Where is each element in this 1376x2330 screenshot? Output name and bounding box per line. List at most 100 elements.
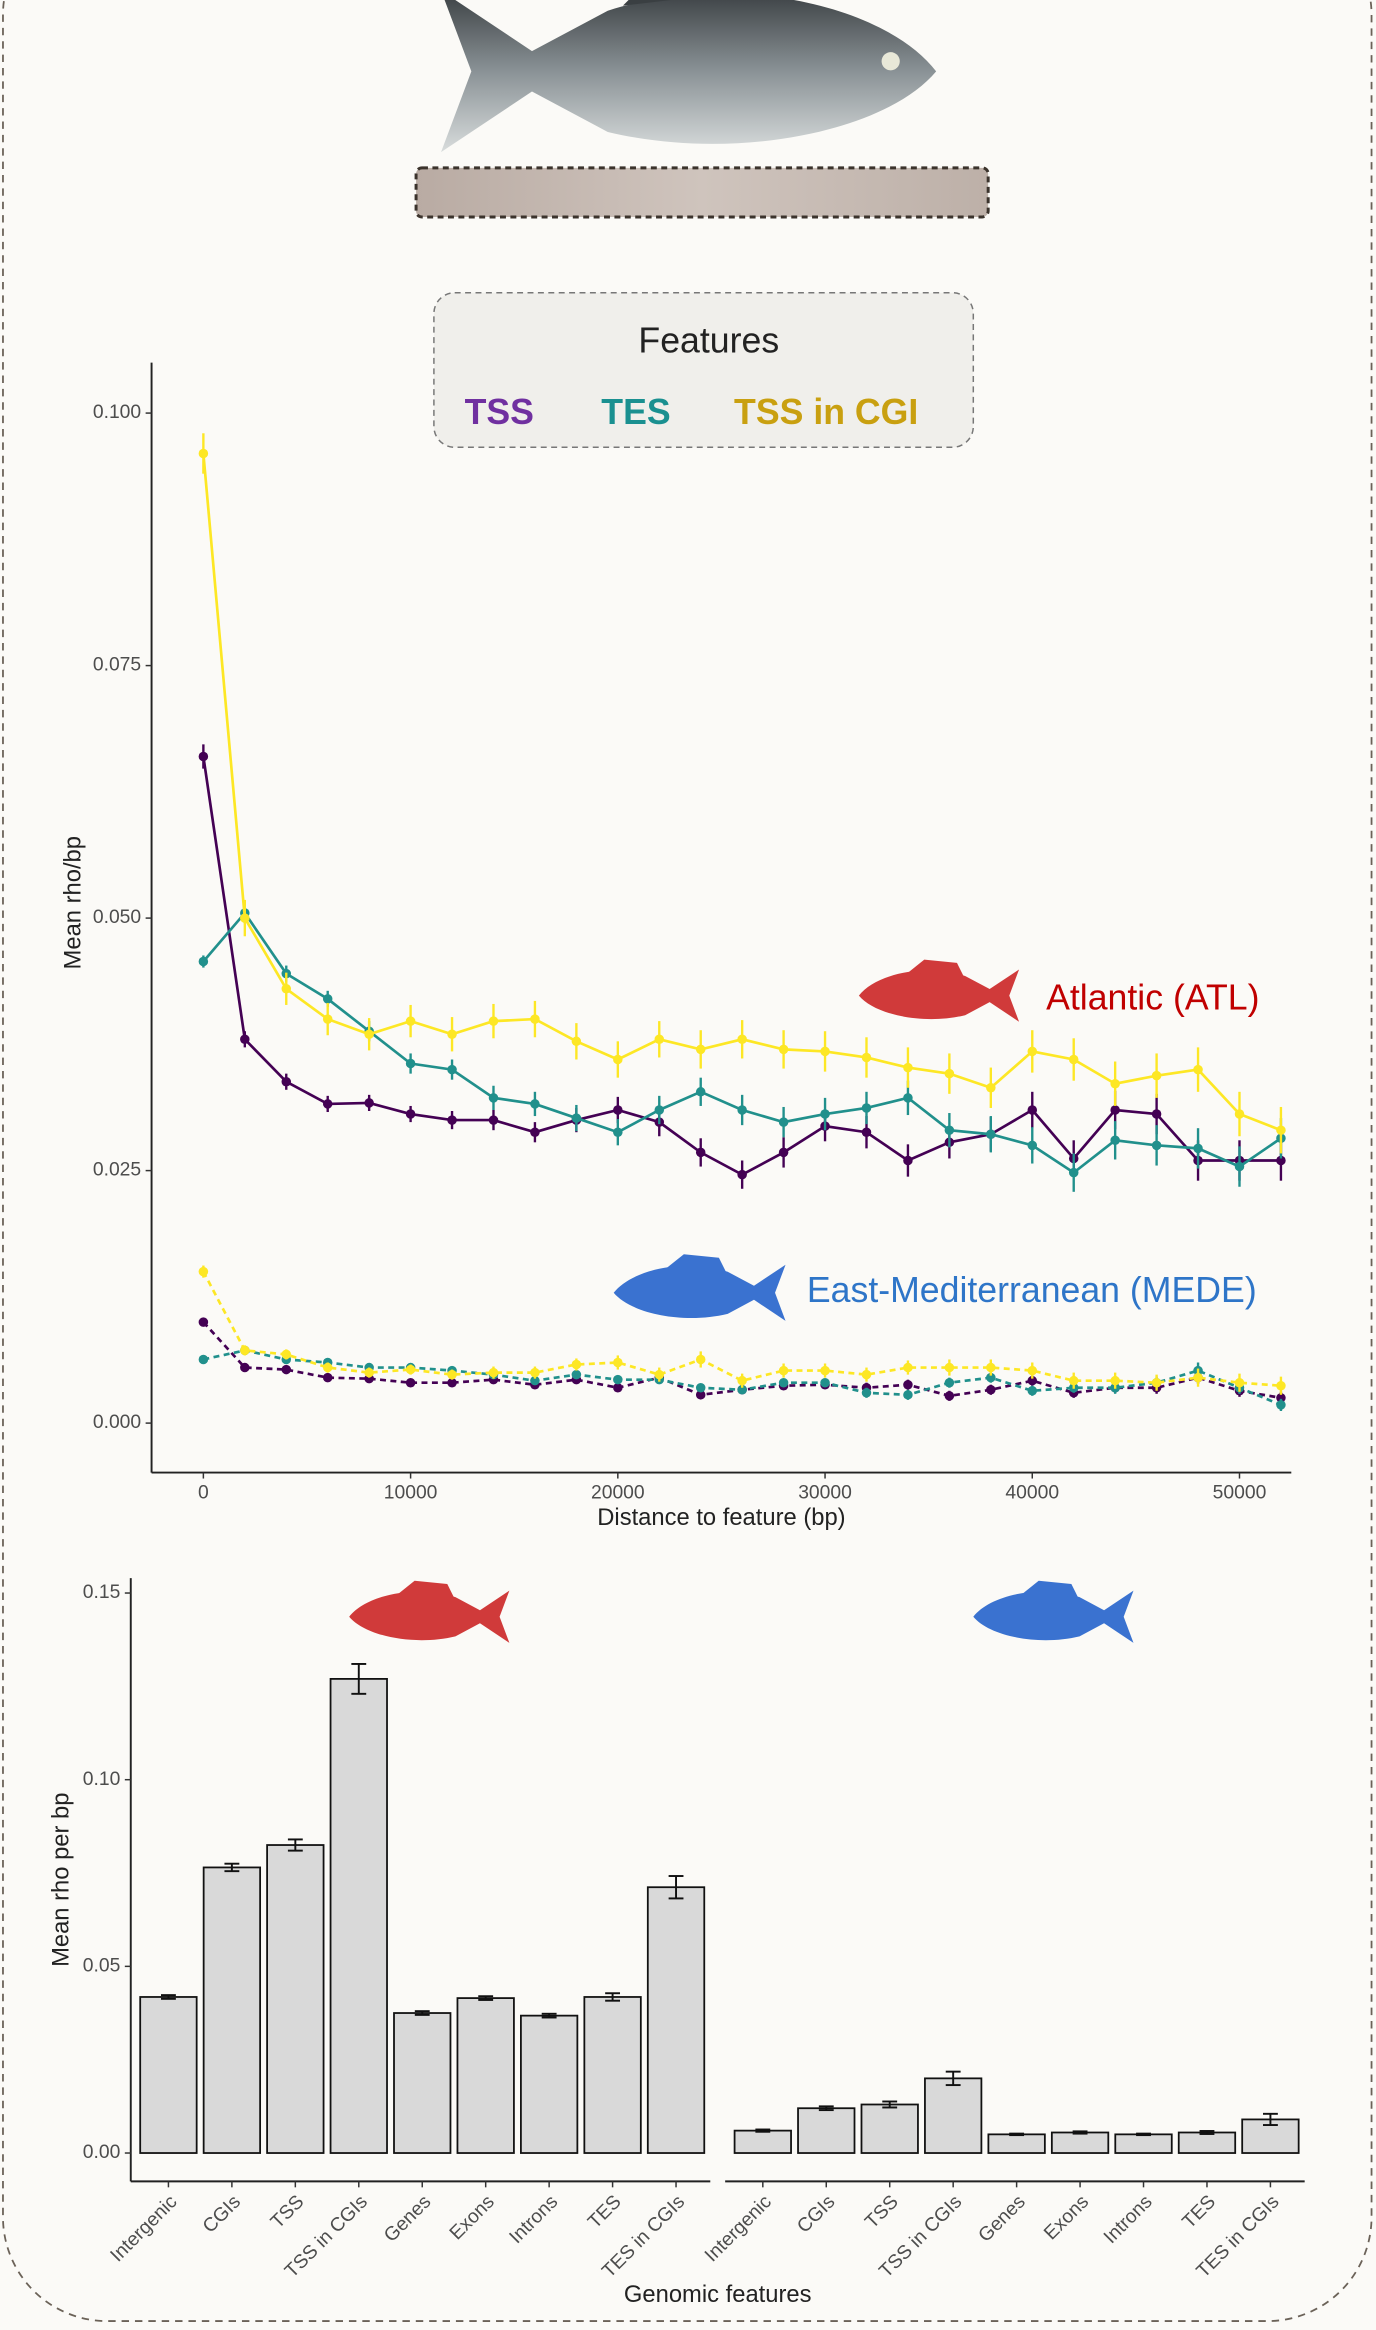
- data-point: [778, 1044, 789, 1055]
- data-point: [1068, 1375, 1079, 1386]
- data-point: [281, 1076, 292, 1087]
- x-tick-label: Introns: [1100, 2192, 1157, 2249]
- data-point: [1151, 1377, 1162, 1388]
- data-point: [240, 913, 250, 923]
- data-point: [861, 1103, 872, 1113]
- error-bar: [351, 1662, 367, 1695]
- data-point: [861, 1388, 872, 1398]
- bar: [456, 1997, 515, 2154]
- series-line: [202, 1270, 1282, 1388]
- y-tick-label: 0.050: [93, 907, 141, 928]
- data-point: [322, 1372, 333, 1383]
- fish-body: [613, 1264, 786, 1321]
- error-bar: [882, 2100, 898, 2109]
- error-bar: [161, 1994, 176, 2000]
- bar: [924, 2077, 983, 2154]
- bar: [987, 2133, 1046, 2154]
- error-bar: [1136, 2132, 1151, 2137]
- data-point: [447, 1115, 457, 1125]
- data-point: [986, 1385, 996, 1395]
- data-point: [364, 1367, 374, 1378]
- data-point: [903, 1093, 913, 1103]
- data-point: [198, 1266, 209, 1277]
- bar: [797, 2107, 856, 2154]
- error-bar: [287, 1838, 303, 1852]
- data-point: [1276, 1125, 1286, 1135]
- legend-item: TES: [601, 392, 670, 432]
- data-point: [1027, 1105, 1038, 1115]
- data-point: [364, 1029, 374, 1039]
- x-axis-label: Genomic features: [624, 2281, 812, 2308]
- data-point: [695, 1147, 706, 1158]
- data-point: [1068, 1167, 1079, 1178]
- y-tick-label: 0.00: [83, 2142, 121, 2163]
- data-point: [1234, 1161, 1245, 1172]
- data-point: [1234, 1377, 1245, 1388]
- data-point: [405, 1058, 416, 1069]
- data-point: [654, 1369, 665, 1380]
- data-point: [613, 1105, 623, 1115]
- error-bar: [818, 2105, 834, 2112]
- x-tick-label: TSS: [861, 2192, 902, 2233]
- data-point: [1110, 1105, 1120, 1115]
- data-point: [1027, 1375, 1038, 1386]
- legend-title: Features: [638, 321, 779, 361]
- data-point: [1276, 1155, 1286, 1166]
- x-tick-label: TES: [1179, 2192, 1220, 2233]
- data-point: [1234, 1109, 1245, 1119]
- data-point: [613, 1127, 623, 1137]
- x-tick-label: 40000: [1005, 1482, 1059, 1503]
- y-tick-label: 0.025: [93, 1160, 141, 1181]
- x-tick-label: Exons: [446, 2192, 499, 2245]
- bar: [733, 2129, 792, 2154]
- data-point: [944, 1068, 955, 1079]
- x-tick-label: CGIs: [199, 2192, 245, 2238]
- x-tick-label: 0: [198, 1482, 209, 1503]
- bar: [393, 2012, 452, 2154]
- bar: [266, 1844, 325, 2154]
- x-axis-label: Distance to feature (bp): [597, 1504, 845, 1531]
- y-tick-label: 0.10: [83, 1769, 121, 1790]
- x-tick-label: CGIs: [793, 2192, 839, 2238]
- data-point: [820, 1377, 830, 1388]
- error-bar: [1262, 2112, 1278, 2126]
- x-tick-label: TES: [584, 2192, 625, 2233]
- bar: [202, 1866, 262, 2154]
- data-point: [1027, 1140, 1038, 1151]
- data-point: [1110, 1078, 1120, 1089]
- y-axis-label: Mean rho per bp: [48, 1793, 75, 1967]
- data-point: [695, 1044, 706, 1055]
- fish-icon: [349, 1580, 510, 1643]
- data-point: [1027, 1046, 1038, 1057]
- data-point: [405, 1016, 416, 1026]
- error-bar: [224, 1862, 240, 1873]
- error-bar: [945, 2070, 961, 2087]
- data-point: [695, 1354, 706, 1365]
- data-point: [530, 1014, 540, 1024]
- data-point: [613, 1357, 623, 1368]
- bar: [860, 2103, 919, 2154]
- data-point: [944, 1125, 955, 1135]
- data-point: [530, 1127, 540, 1137]
- data-point: [944, 1377, 955, 1388]
- data-point: [820, 1109, 830, 1119]
- data-point: [198, 751, 209, 762]
- data-point: [281, 1364, 292, 1375]
- data-point: [198, 1317, 209, 1327]
- data-point: [613, 1382, 623, 1393]
- x-tick-label: TSS: [267, 2192, 308, 2233]
- data-point: [1027, 1386, 1038, 1396]
- data-point: [986, 1083, 996, 1093]
- data-point: [1027, 1365, 1038, 1376]
- data-point: [405, 1364, 416, 1375]
- error-bar: [1199, 2130, 1215, 2135]
- legend-item: TSS: [465, 392, 534, 432]
- error-bar: [1072, 2130, 1088, 2135]
- bar: [1177, 2131, 1237, 2154]
- y-tick-label: 0.100: [93, 402, 141, 423]
- bar: [329, 1678, 388, 2154]
- x-tick-label: 10000: [384, 1482, 438, 1503]
- data-point: [1151, 1070, 1162, 1081]
- fish-icon: [973, 1580, 1134, 1643]
- data-point: [322, 1362, 333, 1373]
